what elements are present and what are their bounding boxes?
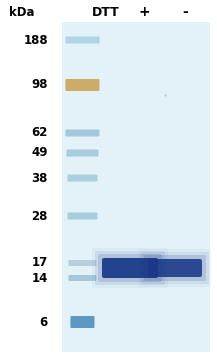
FancyBboxPatch shape: [68, 260, 97, 266]
FancyBboxPatch shape: [66, 149, 99, 157]
Text: 62: 62: [32, 126, 48, 139]
Text: 6: 6: [40, 315, 48, 328]
FancyBboxPatch shape: [67, 212, 97, 220]
Text: 98: 98: [31, 78, 48, 91]
Text: DTT: DTT: [92, 5, 120, 18]
FancyBboxPatch shape: [68, 275, 97, 281]
FancyBboxPatch shape: [95, 251, 165, 285]
FancyBboxPatch shape: [67, 175, 97, 181]
FancyBboxPatch shape: [66, 79, 99, 91]
FancyBboxPatch shape: [71, 316, 94, 328]
FancyBboxPatch shape: [141, 252, 209, 284]
FancyBboxPatch shape: [102, 258, 158, 278]
Text: 28: 28: [32, 210, 48, 222]
Bar: [62, 22, 210, 352]
FancyBboxPatch shape: [98, 254, 162, 282]
Text: +: +: [138, 5, 150, 19]
Text: -: -: [182, 5, 188, 19]
Text: kDa: kDa: [9, 5, 35, 18]
FancyBboxPatch shape: [66, 130, 99, 136]
FancyBboxPatch shape: [66, 36, 99, 44]
Text: 17: 17: [32, 256, 48, 270]
FancyBboxPatch shape: [144, 255, 206, 281]
FancyBboxPatch shape: [148, 259, 202, 277]
Text: 14: 14: [32, 271, 48, 284]
Text: 49: 49: [31, 147, 48, 159]
Text: 38: 38: [32, 171, 48, 184]
Text: 188: 188: [23, 33, 48, 46]
